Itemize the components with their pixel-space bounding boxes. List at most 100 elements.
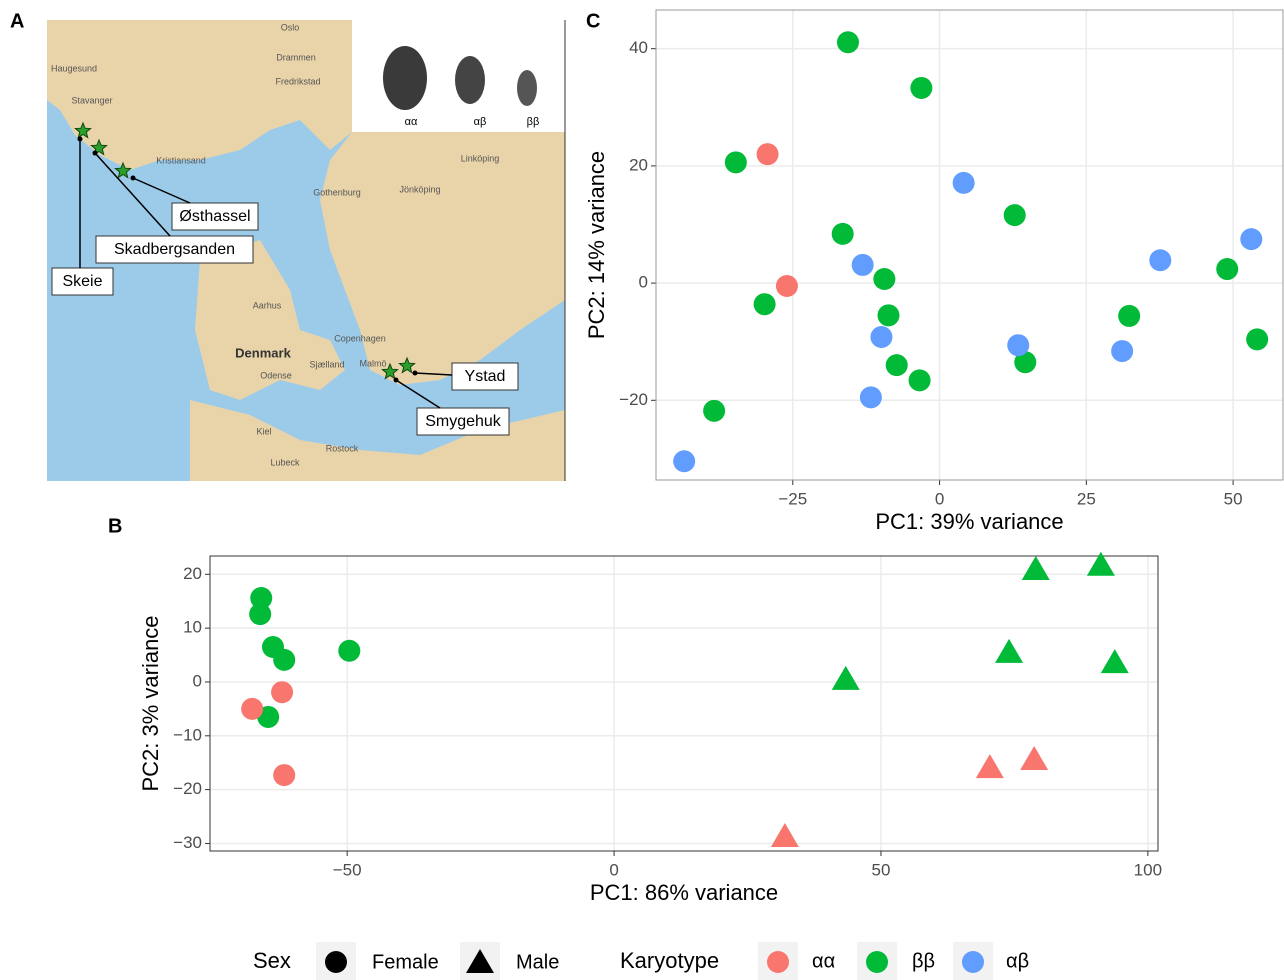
arrow-head xyxy=(92,150,98,156)
site-star xyxy=(381,362,399,380)
point xyxy=(873,267,896,290)
point xyxy=(724,151,747,174)
fly xyxy=(517,70,537,106)
y-tick-label: 10 xyxy=(183,618,202,637)
point xyxy=(908,369,931,392)
plot-area xyxy=(210,556,1158,851)
x-tick-label: 100 xyxy=(1134,860,1162,879)
fly-label: αβ xyxy=(474,116,487,128)
point xyxy=(836,31,859,54)
point xyxy=(673,450,696,473)
point xyxy=(1246,328,1269,351)
site-box xyxy=(451,362,519,391)
place-label: Kristiansand xyxy=(156,155,206,165)
point xyxy=(250,586,273,609)
point xyxy=(273,764,296,787)
x-tick-label: 25 xyxy=(1077,489,1096,508)
y-axis-title: PC2: 3% variance xyxy=(138,615,163,791)
fly xyxy=(383,46,427,110)
site-label: Smygehuk xyxy=(425,413,502,430)
arrow-head xyxy=(393,377,399,383)
site-box xyxy=(51,267,114,296)
place-label: Gothenburg xyxy=(313,187,361,197)
site-star xyxy=(74,121,92,139)
place-label: Fredrikstad xyxy=(275,76,320,86)
y-tick-label: −10 xyxy=(173,725,202,744)
legend-marker xyxy=(962,951,984,973)
point xyxy=(1240,228,1263,251)
legend-label: ββ xyxy=(912,950,935,972)
point xyxy=(1100,649,1129,674)
x-tick-label: −50 xyxy=(333,860,362,879)
site-star xyxy=(398,356,416,374)
frame xyxy=(655,9,1284,481)
site-arrow xyxy=(132,177,191,204)
point xyxy=(870,326,893,349)
arrow-head xyxy=(77,136,83,142)
panel-label: C xyxy=(586,10,600,32)
y-tick-label: 0 xyxy=(639,273,648,292)
legend-marker xyxy=(767,951,789,973)
place-label: Jönköping xyxy=(399,184,440,194)
y-axis-title: PC2: 14% variance xyxy=(584,151,609,339)
x-axis-title: PC1: 39% variance xyxy=(875,509,1063,534)
place-label: Lubeck xyxy=(270,457,300,467)
point xyxy=(1118,304,1141,327)
place-label: Oslo xyxy=(281,22,300,32)
point xyxy=(851,253,874,276)
x-tick-label: −25 xyxy=(778,489,807,508)
point xyxy=(1003,204,1026,227)
site-star xyxy=(90,138,108,156)
point xyxy=(271,681,294,704)
point xyxy=(831,222,854,245)
point xyxy=(703,399,726,422)
legend-label: Female xyxy=(372,951,439,973)
point xyxy=(877,304,900,327)
site-star xyxy=(114,161,132,179)
site-arrow xyxy=(414,372,453,376)
x-tick-label: 50 xyxy=(872,860,891,879)
y-tick-label: 40 xyxy=(629,38,648,57)
x-tick-label: 50 xyxy=(1224,489,1243,508)
x-tick-label: 0 xyxy=(609,860,618,879)
point xyxy=(859,386,882,409)
y-tick-label: 20 xyxy=(629,155,648,174)
site-box xyxy=(171,202,259,231)
place-label: Linköping xyxy=(461,153,500,163)
plot-area xyxy=(656,10,1283,480)
point xyxy=(885,354,908,377)
place-label: Denmark xyxy=(235,345,291,360)
y-tick-label: −20 xyxy=(619,390,648,409)
legend-label: Male xyxy=(516,951,559,973)
site-label: Skeie xyxy=(62,273,102,290)
place-label: Haugesund xyxy=(51,63,97,73)
point xyxy=(831,665,860,690)
denmark xyxy=(195,240,345,400)
point xyxy=(249,603,272,626)
point xyxy=(910,76,933,99)
point xyxy=(1086,551,1115,576)
sweden xyxy=(320,132,565,385)
site-label: Skadbergsanden xyxy=(114,241,235,258)
legend-marker xyxy=(866,951,888,973)
point xyxy=(775,275,798,298)
point xyxy=(241,697,264,720)
fly-label: αα xyxy=(405,116,418,128)
point xyxy=(1014,351,1037,374)
point xyxy=(753,293,776,316)
y-tick-label: −30 xyxy=(173,833,202,852)
site-arrow xyxy=(94,152,171,237)
point xyxy=(1216,258,1239,281)
place-label: Stavanger xyxy=(71,95,112,105)
arrow-head xyxy=(412,370,418,376)
fly xyxy=(455,56,485,104)
site-label: Ystad xyxy=(465,368,506,385)
arrow-head xyxy=(130,175,136,181)
place-label: Rostock xyxy=(326,443,359,453)
place-label: Drammen xyxy=(276,52,316,62)
legend-marker xyxy=(325,951,347,973)
site-label: Østhassel xyxy=(179,208,250,225)
frame xyxy=(209,555,1159,852)
site-arrow xyxy=(395,379,441,409)
legend-label: αα xyxy=(812,950,835,972)
